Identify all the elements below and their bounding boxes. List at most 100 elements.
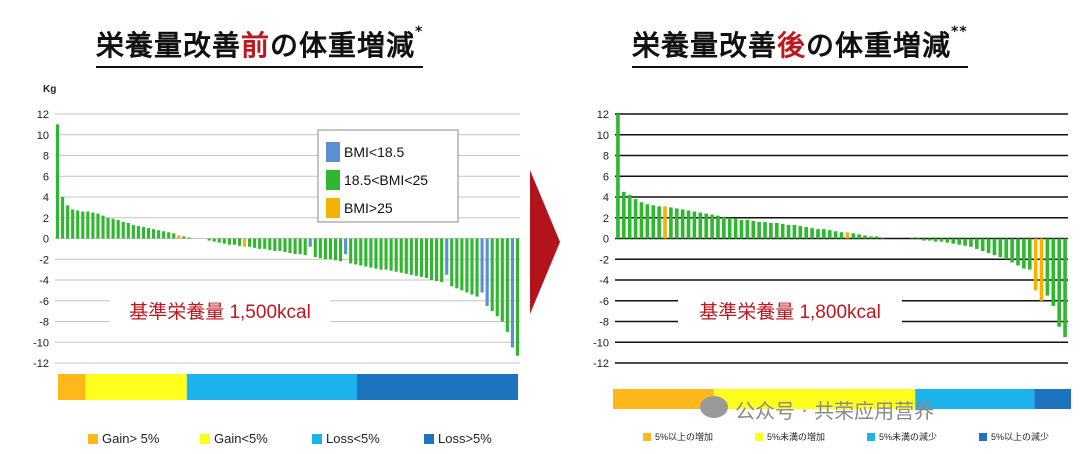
bar — [445, 238, 449, 275]
category-legend-swatch — [643, 433, 651, 441]
title-left-highlight: 前 — [241, 29, 271, 62]
y-tick-label: 6 — [603, 171, 609, 183]
bar — [121, 221, 125, 239]
bar — [55, 124, 60, 239]
y-tick-label: -8 — [599, 317, 609, 329]
bar — [258, 238, 262, 249]
bar — [633, 199, 638, 239]
bar — [242, 238, 247, 247]
category-legend-label: Loss<5% — [326, 431, 380, 446]
bar — [116, 219, 120, 239]
bar — [151, 229, 156, 239]
bar — [510, 238, 514, 348]
bar — [927, 238, 932, 241]
bar — [293, 238, 297, 255]
bar — [172, 233, 176, 239]
annotation-bg — [678, 296, 902, 328]
bar — [394, 238, 398, 272]
y-tick-label: 0 — [603, 234, 609, 246]
bar — [639, 202, 644, 239]
bar — [268, 238, 272, 250]
bar — [106, 217, 110, 239]
category-legend-label: Gain<5% — [214, 431, 268, 446]
left-chart-title: 栄養量改善前の体重増減* — [96, 24, 424, 68]
legend-swatch — [326, 198, 340, 218]
bar — [1063, 238, 1067, 338]
bar — [733, 218, 738, 239]
bar — [333, 238, 338, 261]
bar — [475, 238, 479, 297]
bar — [1045, 238, 1050, 296]
right-arrow-icon — [530, 170, 560, 314]
bar — [227, 238, 231, 245]
bar — [298, 238, 302, 255]
legend-label: BMI>25 — [344, 200, 393, 216]
bar — [207, 238, 211, 241]
category-segment — [357, 374, 518, 400]
bar — [379, 238, 383, 270]
bar — [136, 226, 140, 239]
bar — [86, 211, 90, 239]
bar — [869, 236, 873, 239]
y-tick-label: -10 — [593, 337, 609, 349]
bar — [810, 228, 814, 239]
y-tick-label: 2 — [43, 213, 49, 225]
category-legend-label: 5%未満の増加 — [767, 431, 825, 442]
title-right-pre: 栄養量改善 — [632, 29, 778, 62]
bar — [177, 235, 181, 239]
bar — [212, 238, 216, 242]
y-tick-label: 4 — [603, 192, 609, 204]
title-right-mark: ** — [951, 24, 968, 40]
bar — [349, 238, 353, 264]
category-legend-swatch — [200, 434, 210, 444]
y-tick-label: 4 — [43, 192, 49, 204]
bar — [389, 238, 393, 271]
bar — [769, 222, 773, 239]
bar — [424, 238, 429, 278]
bar — [455, 238, 459, 289]
bar — [998, 238, 1003, 258]
category-legend-label: 5%未満の減少 — [879, 431, 937, 442]
bar — [71, 209, 75, 239]
bar — [1016, 238, 1020, 266]
title-left-pre: 栄養量改善 — [96, 29, 242, 62]
bar — [1022, 238, 1026, 269]
legend-box — [317, 129, 459, 223]
bar — [657, 206, 661, 239]
bar — [440, 238, 444, 283]
bar — [1010, 238, 1014, 263]
bar — [126, 222, 130, 239]
bar — [945, 238, 950, 243]
y-tick-label: 0 — [43, 234, 49, 246]
bar — [1004, 238, 1009, 260]
bar — [651, 205, 656, 239]
bar — [328, 238, 333, 260]
y-tick-label: -2 — [599, 254, 609, 266]
bar — [622, 191, 626, 239]
bar — [816, 229, 820, 239]
bar — [409, 238, 413, 275]
y-tick-label: -8 — [39, 317, 49, 329]
bar — [692, 211, 697, 239]
bar — [739, 219, 744, 239]
bar — [283, 238, 287, 252]
bar — [288, 238, 292, 254]
bar — [187, 237, 191, 239]
bar — [780, 223, 785, 239]
bar — [308, 238, 312, 247]
bar — [874, 236, 879, 239]
bar — [101, 215, 105, 239]
y-tick-label: 8 — [43, 151, 49, 163]
bar — [798, 226, 803, 239]
bar — [698, 212, 703, 239]
bar — [616, 114, 620, 239]
bar — [910, 238, 914, 240]
bar — [131, 225, 135, 239]
category-legend-label: 5%以上の減少 — [991, 431, 1049, 442]
bar — [751, 220, 756, 239]
category-legend-swatch — [312, 434, 322, 444]
reference-kcal-label: 基準栄養量 1,800kcal — [699, 301, 881, 323]
y-tick-label: 10 — [37, 130, 49, 142]
category-legend-swatch — [88, 434, 98, 444]
bar — [495, 238, 499, 317]
